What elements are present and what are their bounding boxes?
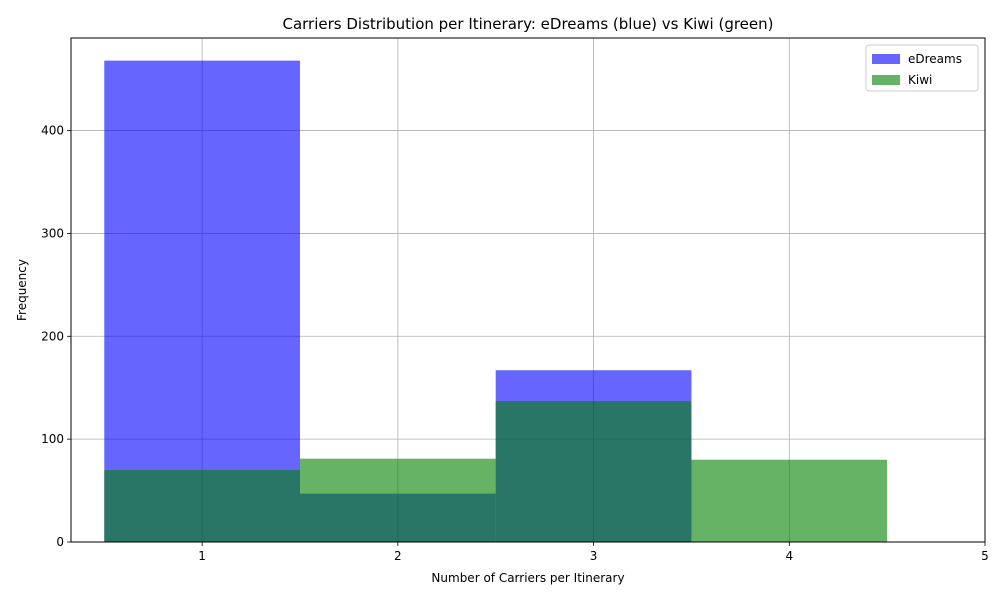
x-tick-label: 4: [785, 549, 793, 563]
y-tick-label: 200: [41, 329, 64, 343]
legend-swatch-kiwi: [872, 75, 900, 85]
plot-frame: [70, 37, 986, 543]
bar-kiwi: [691, 459, 888, 542]
y-tick-label: 0: [56, 535, 64, 549]
bar-kiwi: [104, 470, 300, 542]
chart-title: Carriers Distribution per Itinerary: eDr…: [282, 15, 773, 33]
bar-kiwi: [495, 401, 692, 542]
y-tick-label: 300: [41, 226, 64, 240]
y-axis-label: Frequency: [15, 259, 29, 321]
bar-edreams: [104, 60, 300, 542]
y-tick-label: 100: [41, 432, 64, 446]
axes: [70, 37, 986, 543]
x-tick-label: 1: [198, 549, 206, 563]
x-tick-label: 5: [981, 549, 989, 563]
bars-layer: [104, 60, 888, 542]
ticks: 1 2 3 4 5 0 100 200 300 400: [41, 124, 989, 563]
y-tick-label: 400: [41, 124, 64, 138]
x-axis-label: Number of Carriers per Itinerary: [431, 571, 624, 585]
legend-swatch-edreams: [872, 54, 900, 64]
x-tick-label: 3: [590, 549, 598, 563]
x-tick-label: 2: [394, 549, 402, 563]
bar-kiwi: [299, 458, 496, 542]
legend: eDreams Kiwi: [865, 44, 979, 92]
legend-label-edreams: eDreams: [908, 52, 962, 66]
legend-label-kiwi: Kiwi: [908, 73, 932, 87]
